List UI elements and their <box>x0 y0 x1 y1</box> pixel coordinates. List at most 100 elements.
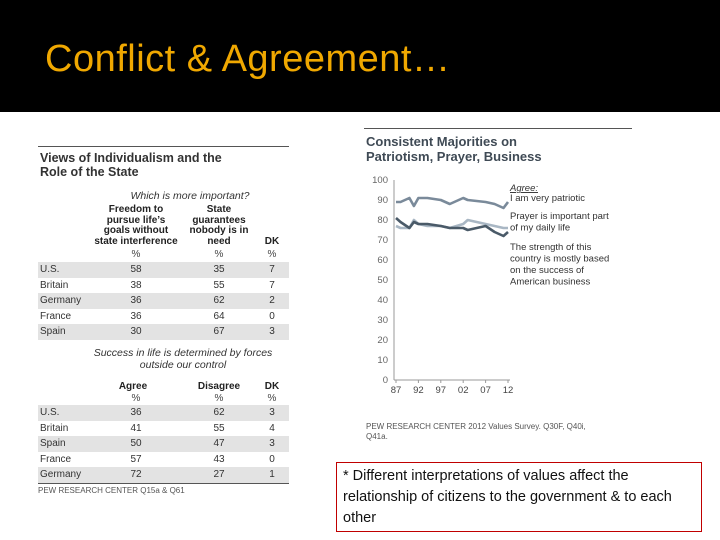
table-row: Britain 41 55 4 <box>38 421 289 437</box>
title-band: Conflict & Agreement… <box>0 0 720 112</box>
legend-label: country is mostly based <box>510 254 609 265</box>
pct-label: % <box>267 249 277 260</box>
legend-label: The strength of this <box>510 242 592 253</box>
legend-label: American business <box>510 277 591 288</box>
x-tick-label: 12 <box>503 385 514 396</box>
row-value-c: 3 <box>269 326 275 337</box>
row-country: Germany <box>40 469 82 480</box>
table-row: Spain 30 67 3 <box>38 324 289 340</box>
legend-title: Agree: <box>509 183 538 194</box>
row-value-a: 38 <box>130 279 142 291</box>
x-tick-label: 07 <box>480 385 491 396</box>
row-value-b: 62 <box>213 407 225 418</box>
pct-label: % <box>131 393 141 404</box>
y-tick-label: 80 <box>377 215 388 226</box>
line-chart: 0 10 20 30 40 50 60 70 80 90 100 87 92 97 02 07 12 Agree:… <box>372 175 609 396</box>
row-value-b: 67 <box>213 326 225 337</box>
row-value-b: 35 <box>213 264 225 275</box>
x-tick-label: 87 <box>391 385 402 396</box>
note-box: * Different interpretations of values af… <box>336 462 702 532</box>
legend-label: of my daily life <box>510 223 570 234</box>
header-line: need <box>207 235 231 247</box>
row-value-c: 2 <box>269 295 275 306</box>
table-title-line: Views of Individualism and the <box>40 151 222 165</box>
col-header-dk2: DK <box>264 381 280 392</box>
row-country: Spain <box>40 438 66 449</box>
row-value-b: 55 <box>213 422 225 434</box>
question-2: Success in life is determined by forces … <box>78 347 288 371</box>
pct-label: % <box>131 249 141 260</box>
bottom-rule <box>38 483 289 484</box>
pct-label: % <box>214 249 224 260</box>
row-value-a: 36 <box>130 295 142 306</box>
table-row: Spain 50 47 3 <box>38 436 289 452</box>
y-tick-label: 30 <box>377 315 388 326</box>
y-tick-label: 100 <box>372 175 388 186</box>
row-value-c: 7 <box>269 264 275 275</box>
chart-title: Consistent Majorities on Patriotism, Pra… <box>366 134 542 164</box>
header-line: State <box>206 204 232 215</box>
col-header-freedom: Freedom to pursue life’s goals without s… <box>86 204 186 247</box>
row-country: U.S. <box>40 407 60 418</box>
col-header-disagree: Disagree <box>197 381 241 392</box>
chart-title-line: Consistent Majorities on <box>366 134 517 149</box>
row-value-b: 47 <box>213 438 225 449</box>
row-value-c: 3 <box>269 438 275 449</box>
note-text: * Different interpretations of values af… <box>343 468 672 526</box>
x-tick-label: 92 <box>413 385 424 396</box>
table-row: U.S. 58 35 7 <box>38 262 289 278</box>
header-line: goals without <box>103 225 169 236</box>
row-country: Britain <box>40 279 69 291</box>
y-tick-label: 0 <box>383 375 388 386</box>
chart-source: PEW RESEARCH CENTER 2012 Values Survey. … <box>366 422 586 442</box>
row-country: France <box>40 310 72 322</box>
chart-title-line: Patriotism, Prayer, Business <box>366 148 542 164</box>
pct-label: % <box>267 393 277 404</box>
question-line: Success in life is determined by forces <box>93 347 273 359</box>
question-line: outside our control <box>139 359 227 371</box>
row-value-b: 43 <box>213 453 225 465</box>
y-tick-label: 20 <box>377 335 388 346</box>
row-value-a: 41 <box>130 422 142 434</box>
row-value-b: 27 <box>213 469 225 480</box>
row-value-a: 57 <box>130 453 142 465</box>
table-row: France 57 43 0 <box>38 452 289 468</box>
row-country: U.S. <box>40 264 60 275</box>
y-tick-label: 40 <box>377 295 388 306</box>
row-value-b: 64 <box>213 310 225 322</box>
table-row: Germany 36 62 2 <box>38 293 289 309</box>
header-line: pursue life’s <box>106 214 166 226</box>
col-header-dk: DK <box>264 236 280 247</box>
y-tick-label: 70 <box>377 235 388 246</box>
col-header-state: State guarantees nobody is in need <box>188 204 250 247</box>
row-value-b: 55 <box>213 279 225 291</box>
row-country: Britain <box>40 422 69 434</box>
row-country: Spain <box>40 326 66 337</box>
x-tick-label: 97 <box>436 385 447 396</box>
series-line-1 <box>396 196 510 210</box>
table-row: Britain 38 55 7 <box>38 278 289 294</box>
row-value-c: 7 <box>269 279 275 291</box>
row-country: Germany <box>40 295 82 306</box>
table-row: U.S. 36 62 3 <box>38 405 289 421</box>
header-line: guarantees <box>192 214 246 226</box>
header-line: Freedom to <box>108 204 164 215</box>
top-rule <box>38 146 289 147</box>
y-tick-label: 50 <box>377 275 388 286</box>
y-tick-label: 60 <box>377 255 388 266</box>
series-line-3 <box>395 217 509 238</box>
col-header-agree: Agree <box>118 381 148 392</box>
table-row: Germany 72 27 1 <box>38 467 289 483</box>
row-value-a: 30 <box>130 326 142 337</box>
row-value-c: 0 <box>269 310 275 322</box>
slide-title: Conflict & Agreement… <box>45 38 451 80</box>
row-value-c: 4 <box>269 422 275 434</box>
header-line: nobody is in <box>189 225 249 236</box>
legend-label: Prayer is important part <box>510 211 609 222</box>
row-value-a: 58 <box>130 264 142 275</box>
row-value-a: 50 <box>130 438 142 449</box>
row-value-c: 1 <box>269 469 275 480</box>
chart-top-rule <box>364 128 632 129</box>
table-title: Views of Individualism and the Role of t… <box>40 151 222 179</box>
header-line: state interference <box>94 235 178 247</box>
